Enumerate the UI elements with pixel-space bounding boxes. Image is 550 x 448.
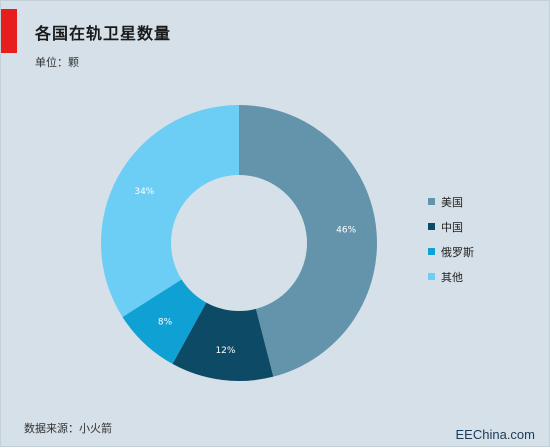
legend-item-3: 其他 bbox=[428, 264, 474, 289]
legend-label-0: 美国 bbox=[441, 195, 463, 209]
donut-slice-0 bbox=[239, 105, 378, 377]
slice-label-1: 12% bbox=[215, 346, 235, 356]
legend-item-0: 美国 bbox=[428, 189, 474, 214]
donut-slice-3 bbox=[101, 105, 240, 317]
legend-item-2: 俄罗斯 bbox=[428, 239, 474, 264]
legend-label-3: 其他 bbox=[441, 270, 463, 284]
legend-item-1: 中国 bbox=[428, 214, 474, 239]
title-accent-bar bbox=[1, 9, 17, 53]
legend-swatch-2 bbox=[428, 248, 435, 255]
donut-slice-1 bbox=[172, 302, 274, 381]
donut-slice-2 bbox=[122, 279, 207, 364]
legend-swatch-0 bbox=[428, 198, 435, 205]
slice-label-0: 46% bbox=[336, 225, 356, 235]
unit-label: 单位：颗 bbox=[35, 56, 79, 69]
slice-label-2: 8% bbox=[158, 318, 173, 328]
legend-label-2: 俄罗斯 bbox=[441, 245, 474, 259]
data-source: 数据来源：小火箭 bbox=[24, 422, 112, 435]
legend-swatch-1 bbox=[428, 223, 435, 230]
legend-label-1: 中国 bbox=[441, 220, 463, 234]
chart-legend: 美国 中国 俄罗斯 其他 bbox=[428, 189, 474, 289]
legend-swatch-3 bbox=[428, 273, 435, 280]
watermark: EEChina.com bbox=[455, 427, 535, 442]
chart-title: 各国在轨卫星数量 bbox=[35, 24, 172, 43]
slice-label-3: 34% bbox=[134, 187, 154, 197]
